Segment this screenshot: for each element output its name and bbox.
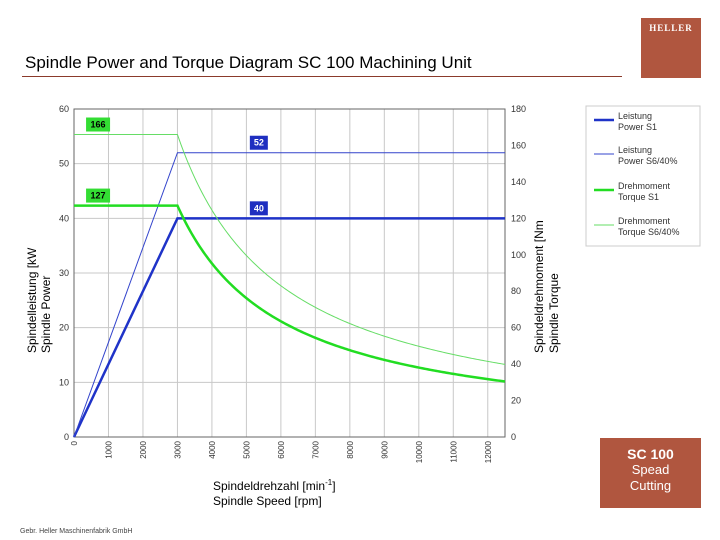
x-tick-label: 10000 bbox=[415, 440, 424, 463]
slide-title: Spindle Power and Torque Diagram SC 100 … bbox=[25, 53, 472, 72]
legend-label-line1: Drehmoment bbox=[618, 181, 671, 191]
right-tick-label: 0 bbox=[511, 432, 516, 442]
series-line-torque-s1 bbox=[74, 204, 506, 383]
x-tick-label: 6000 bbox=[277, 440, 286, 458]
left-tick-label: 30 bbox=[59, 268, 69, 278]
left-tick-label: 20 bbox=[59, 323, 69, 333]
left-tick-label: 60 bbox=[59, 104, 69, 114]
value-tag-label: 166 bbox=[91, 120, 106, 130]
x-tick-label: 1000 bbox=[104, 440, 113, 458]
right-tick-label: 180 bbox=[511, 104, 526, 114]
x-tick-label: 7000 bbox=[311, 440, 320, 458]
legend-label-line1: Leistung bbox=[618, 145, 652, 155]
legend-box bbox=[585, 105, 701, 247]
x-tick-label: 4000 bbox=[208, 440, 217, 458]
value-tag-box bbox=[86, 188, 111, 203]
value-tag-box bbox=[249, 201, 268, 216]
y-right-label-en: Spindle Torque bbox=[547, 273, 561, 353]
x-tick-label: 8000 bbox=[346, 440, 355, 458]
right-tick-label: 20 bbox=[511, 396, 521, 406]
x-tick-label: 3000 bbox=[173, 440, 182, 458]
x-tick-label: 9000 bbox=[380, 440, 389, 458]
right-tick-label: 140 bbox=[511, 177, 526, 187]
x-tick-label: 12000 bbox=[484, 440, 493, 463]
x-tick-label: 5000 bbox=[242, 440, 251, 458]
series-line-power-s1 bbox=[72, 217, 505, 438]
y-left-label-de: Spindelleistung [kW bbox=[25, 247, 39, 353]
right-tick-labels: 0 20 40 60 80 100 120 140 160 180 bbox=[511, 104, 526, 442]
series-line-torque-s6 bbox=[74, 134, 506, 365]
left-tick-label: 10 bbox=[59, 377, 69, 387]
series-lines bbox=[72, 134, 506, 438]
value-tag-box bbox=[249, 135, 268, 150]
right-tick-label: 80 bbox=[511, 286, 521, 296]
y-right-label-de: Spindeldrehmoment [Nm bbox=[532, 220, 546, 353]
info-title: SC 100 bbox=[627, 446, 674, 462]
info-line-1: Spead bbox=[631, 462, 670, 477]
legend-label-line2: Torque S1 bbox=[618, 192, 659, 202]
right-tick-label: 100 bbox=[511, 250, 526, 260]
footer-text: Gebr. Heller Maschinenfabrik GmbH bbox=[20, 528, 133, 535]
heller-logo: HELLER bbox=[641, 18, 701, 78]
x-tick-labels: 0 1000 2000 3000 4000 5000 6000 7000 8000 9000 100… bbox=[70, 440, 493, 463]
plot-frame bbox=[73, 108, 506, 438]
series-line-power-s6 bbox=[73, 152, 505, 438]
value-tags: 166 127 52 40 bbox=[86, 117, 268, 216]
right-tick-label: 60 bbox=[511, 323, 521, 333]
left-tick-labels: 0 10 20 30 40 50 60 bbox=[59, 104, 69, 442]
x-label-en: Spindle Speed [rpm] bbox=[213, 494, 322, 508]
right-tick-label: 120 bbox=[511, 213, 526, 223]
left-tick-label: 0 bbox=[64, 432, 69, 442]
title-divider bbox=[22, 76, 622, 77]
left-tick-label: 40 bbox=[59, 213, 69, 223]
value-tag-label: 52 bbox=[254, 138, 264, 148]
value-tag-label: 127 bbox=[91, 191, 106, 201]
x-label-de: Spindeldrehzahl [min-1] bbox=[213, 478, 336, 493]
value-tag-box bbox=[86, 117, 111, 132]
legend-label-line1: Leistung bbox=[618, 111, 652, 121]
info-box: SC 100 Spead Cutting bbox=[600, 438, 701, 508]
right-tick-label: 160 bbox=[511, 140, 526, 150]
legend-label-line1: Drehmoment bbox=[618, 216, 671, 226]
legend-label-line2: Power S1 bbox=[618, 122, 657, 132]
x-tick-label: 0 bbox=[70, 440, 79, 445]
right-tick-label: 40 bbox=[511, 359, 521, 369]
left-tick-label: 50 bbox=[59, 159, 69, 169]
chart-grid bbox=[73, 108, 505, 438]
x-tick-label: 11000 bbox=[449, 440, 458, 462]
info-line-2: Cutting bbox=[629, 478, 672, 493]
x-tick-label: 2000 bbox=[139, 440, 148, 458]
legend-label-line2: Power S6/40% bbox=[618, 156, 678, 166]
value-tag-label: 40 bbox=[254, 203, 264, 213]
legend-label-line2: Torque S6/40% bbox=[618, 227, 680, 237]
y-left-label-en: Spindle Power bbox=[39, 276, 53, 353]
